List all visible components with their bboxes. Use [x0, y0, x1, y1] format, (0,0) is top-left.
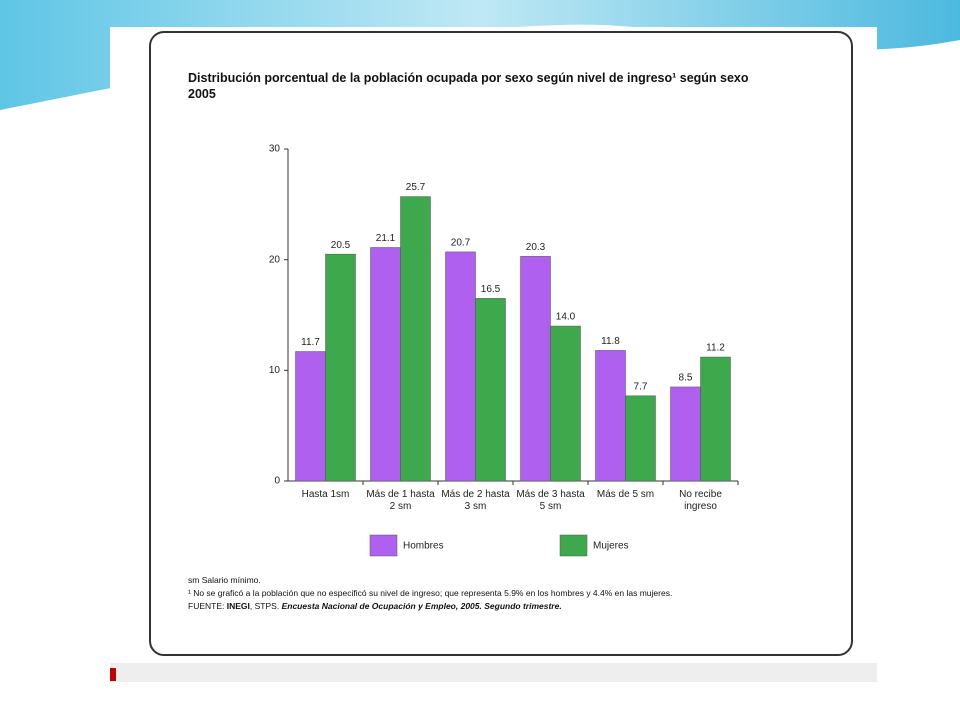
y-tick-label: 0 — [274, 476, 280, 487]
legend-swatch — [369, 534, 398, 557]
title-text: Distribución porcentual de la población … — [188, 71, 749, 85]
notes: sm Salario mínimo. ¹ No se graficó a la … — [188, 574, 828, 613]
bar — [475, 298, 506, 482]
subtitle-text: 2005 — [188, 87, 216, 101]
value-label: 25.7 — [406, 182, 426, 193]
legend-swatch — [559, 534, 588, 557]
bar — [670, 386, 701, 482]
x-tick-label: Más de 2 hasta 3 sm — [441, 489, 510, 512]
legend-label: Mujeres — [593, 541, 629, 552]
y-tick-label: 20 — [269, 254, 281, 265]
bar — [550, 325, 581, 482]
x-tick-label: No recibe ingreso — [679, 489, 722, 512]
note: sm Salario mínimo. — [188, 575, 261, 585]
bar — [445, 251, 476, 482]
value-label: 7.7 — [634, 381, 648, 392]
value-label: 14.0 — [556, 312, 576, 323]
value-label: 11.2 — [706, 343, 725, 354]
bar — [625, 395, 656, 482]
value-label: 11.7 — [301, 337, 320, 348]
x-tick-label: Más de 3 hasta 5 sm — [516, 489, 585, 512]
footer-marker — [110, 668, 116, 681]
x-tick-label: Hasta 1sm — [301, 489, 350, 500]
source: FUENTE: INEGI, STPS. Encuesta Nacional d… — [188, 600, 828, 613]
value-label: 21.1 — [376, 233, 396, 244]
chart-title: Distribución porcentual de la población … — [188, 70, 828, 102]
source-label: FUENTE: — [188, 601, 225, 611]
value-label: 8.5 — [679, 373, 693, 384]
y-tick-label: 30 — [269, 144, 281, 155]
value-label: 16.5 — [481, 284, 501, 295]
value-label: 20.5 — [331, 240, 351, 251]
value-label: 20.7 — [451, 238, 471, 249]
bar — [325, 253, 356, 482]
x-tick-label: Más de 1 hasta 2 sm — [366, 489, 435, 512]
source-publication: Encuesta Nacional de Ocupación y Empleo,… — [281, 601, 562, 611]
source-org: INEGI — [226, 601, 250, 611]
bar — [370, 247, 401, 482]
bar — [700, 356, 731, 482]
bar — [295, 351, 326, 482]
legend-label: Hombres — [403, 541, 444, 552]
note: ¹ No se graficó a la población que no es… — [188, 588, 673, 598]
bar — [400, 196, 431, 482]
bar — [520, 256, 551, 482]
x-tick-label: Más de 5 sm — [596, 489, 655, 500]
source-text: , STPS. — [249, 601, 280, 611]
bar — [595, 350, 626, 482]
value-label: 11.8 — [601, 336, 620, 347]
y-tick-label: 10 — [269, 365, 281, 376]
footer-bar — [110, 663, 877, 682]
value-label: 20.3 — [526, 242, 546, 253]
